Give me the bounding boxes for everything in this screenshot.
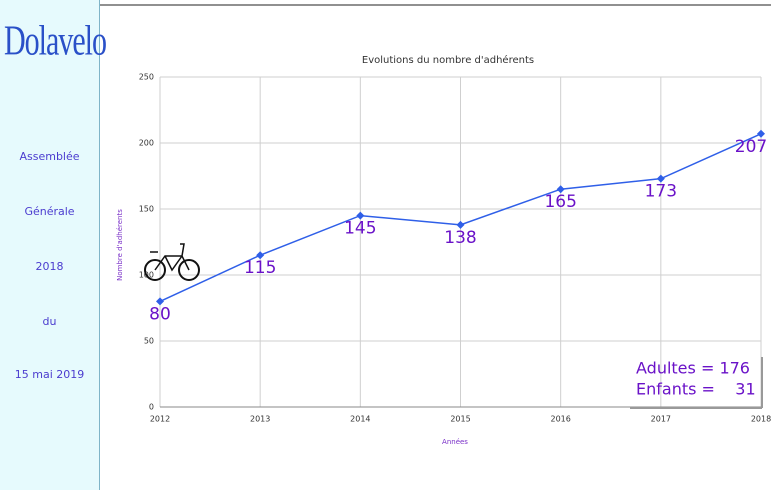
marker: [156, 297, 164, 306]
sidebar-text: 15 mai 2019: [14, 368, 85, 381]
marker: [356, 211, 365, 220]
x-tick-label: 2015: [450, 415, 470, 424]
y-tick-label: 150: [139, 205, 154, 214]
data-label: 207: [735, 137, 767, 157]
x-axis-title: Années: [442, 438, 468, 446]
sidebar-text: 2018: [35, 260, 64, 273]
data-label: 145: [344, 219, 376, 239]
y-tick-label: 250: [139, 73, 154, 82]
logo: Dolavelo: [4, 18, 107, 65]
y-tick-label: 200: [139, 139, 154, 148]
sidebar-text: Assemblée: [19, 150, 80, 163]
y-tick-label: 50: [144, 337, 154, 346]
marker: [456, 220, 465, 229]
x-tick-label: 2017: [651, 415, 671, 424]
x-tick-label: 2013: [250, 415, 270, 424]
chart-title: Evolutions du nombre d'adhérents: [362, 54, 534, 66]
data-label: 165: [544, 192, 576, 212]
data-label: 173: [645, 182, 677, 202]
x-tick-label: 2012: [150, 415, 170, 424]
marker: [656, 174, 665, 183]
bicycle-icon: [144, 243, 200, 281]
data-label: 138: [444, 228, 476, 248]
data-label: 80: [149, 304, 171, 324]
y-tick-label: 0: [149, 403, 154, 412]
sidebar-text: du: [42, 315, 57, 328]
marker: [256, 251, 265, 260]
marker: [556, 185, 565, 194]
y-axis-title: Nombre d'adhérents: [116, 209, 124, 281]
annotation: Enfants = 31: [636, 380, 756, 399]
data-label: 115: [244, 258, 276, 278]
marker: [757, 129, 765, 138]
x-tick-label: 2016: [550, 415, 570, 424]
sidebar: Dolavelo Assemblée Générale 2018 du 15 mai 2…: [0, 0, 107, 490]
sidebar-text: Générale: [24, 205, 75, 218]
annotation: Adultes = 176: [636, 359, 750, 378]
x-tick-label: 2018: [751, 415, 771, 424]
x-tick-label: 2014: [350, 415, 370, 424]
annotation-shadow: [630, 357, 763, 409]
